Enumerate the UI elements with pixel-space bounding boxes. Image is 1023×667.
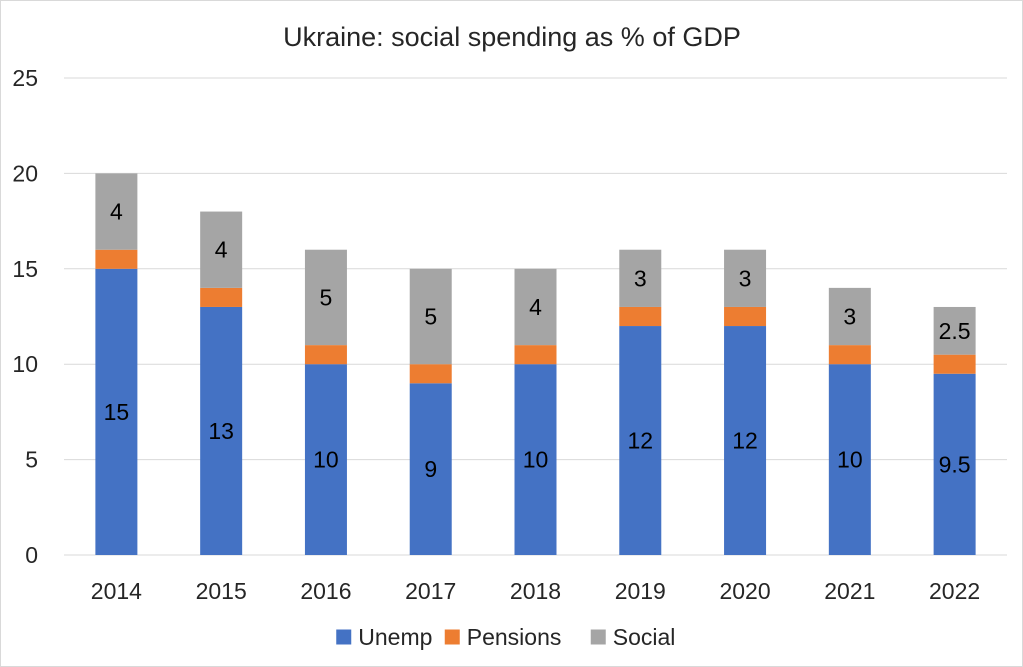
bar-segment-social <box>724 249 767 307</box>
bar-segment-pensions <box>200 287 243 307</box>
data-label-social: 4 <box>529 294 542 320</box>
data-label-unemp: 9.5 <box>939 451 971 477</box>
y-tick-label: 0 <box>25 542 38 568</box>
data-label-social: 5 <box>424 304 437 330</box>
x-tick-label: 2020 <box>719 578 770 604</box>
legend: Unemp Pensions Social <box>336 624 675 650</box>
x-axis-ticks: 2014 2015 2016 2017 2018 2019 2020 2021 2022 <box>91 578 980 604</box>
data-label-unemp: 15 <box>104 399 130 425</box>
bar-segment-unemp <box>200 306 243 555</box>
x-tick-label: 2016 <box>300 578 351 604</box>
data-label-social: 4 <box>215 237 228 263</box>
bar-segment-social <box>828 287 871 346</box>
bar-segment-unemp <box>95 268 138 555</box>
legend-swatch-social <box>590 629 606 645</box>
bar-segment-unemp <box>828 364 871 555</box>
legend-label-pensions: Pensions <box>467 624 562 650</box>
bar-segment-pensions <box>933 354 976 374</box>
bar-segment-unemp <box>409 383 452 555</box>
y-tick-label: 25 <box>12 65 38 91</box>
x-tick-label: 2014 <box>91 578 142 604</box>
data-label-unemp: 13 <box>208 418 234 444</box>
bar-segment-social <box>514 268 557 346</box>
bar-segment-pensions <box>514 345 557 365</box>
bars <box>95 173 976 555</box>
bar-segment-unemp <box>724 326 767 555</box>
data-label-social: 3 <box>843 304 856 330</box>
legend-label-unemp: Unemp <box>358 624 432 650</box>
data-label-social: 3 <box>739 265 752 291</box>
data-label-social: 4 <box>110 199 123 225</box>
bar-segment-social <box>933 306 976 355</box>
chart-title: Ukraine: social spending as % of GDP <box>283 22 741 52</box>
data-label-social: 2.5 <box>939 318 971 344</box>
bar-segment-unemp <box>514 364 557 555</box>
bar-segment-social <box>200 211 243 288</box>
x-tick-label: 2017 <box>405 578 456 604</box>
x-tick-label: 2022 <box>929 578 980 604</box>
legend-label-social: Social <box>613 624 676 650</box>
x-tick-label: 2018 <box>510 578 561 604</box>
bar-segment-pensions <box>304 345 347 365</box>
x-tick-label: 2021 <box>824 578 875 604</box>
bar-segment-social <box>304 249 347 346</box>
data-label-social: 5 <box>320 284 333 310</box>
y-tick-label: 5 <box>25 447 38 473</box>
y-tick-label: 10 <box>12 351 38 377</box>
y-tick-label: 15 <box>12 256 38 282</box>
bar-segment-social <box>619 249 662 307</box>
bar-segment-pensions <box>95 249 138 269</box>
x-tick-label: 2015 <box>196 578 247 604</box>
bar-segment-social <box>409 268 452 365</box>
x-tick-label: 2019 <box>615 578 666 604</box>
data-label-unemp: 10 <box>313 447 339 473</box>
bar-segment-unemp <box>933 373 976 555</box>
data-label-unemp: 10 <box>523 447 549 473</box>
data-label-social: 3 <box>634 265 647 291</box>
legend-swatch-pensions <box>444 629 460 645</box>
data-label-unemp: 9 <box>424 456 437 482</box>
legend-swatch-unemp <box>336 629 352 645</box>
data-labels: 15 4 13 4 10 5 9 5 10 4 12 3 12 3 10 3 9.5 2.5 <box>104 199 971 483</box>
y-tick-label: 20 <box>12 160 38 186</box>
bar-segment-pensions <box>724 306 767 327</box>
data-label-unemp: 12 <box>732 428 758 454</box>
data-label-unemp: 12 <box>627 428 653 454</box>
bar-segment-pensions <box>409 364 452 384</box>
data-label-unemp: 10 <box>837 447 863 473</box>
y-axis-ticks: 0 5 10 15 20 25 <box>12 65 38 568</box>
bar-segment-pensions <box>828 345 871 365</box>
bar-segment-unemp <box>304 364 347 555</box>
bar-segment-social <box>95 173 138 250</box>
bar-segment-pensions <box>619 306 662 327</box>
bar-segment-unemp <box>619 326 662 555</box>
